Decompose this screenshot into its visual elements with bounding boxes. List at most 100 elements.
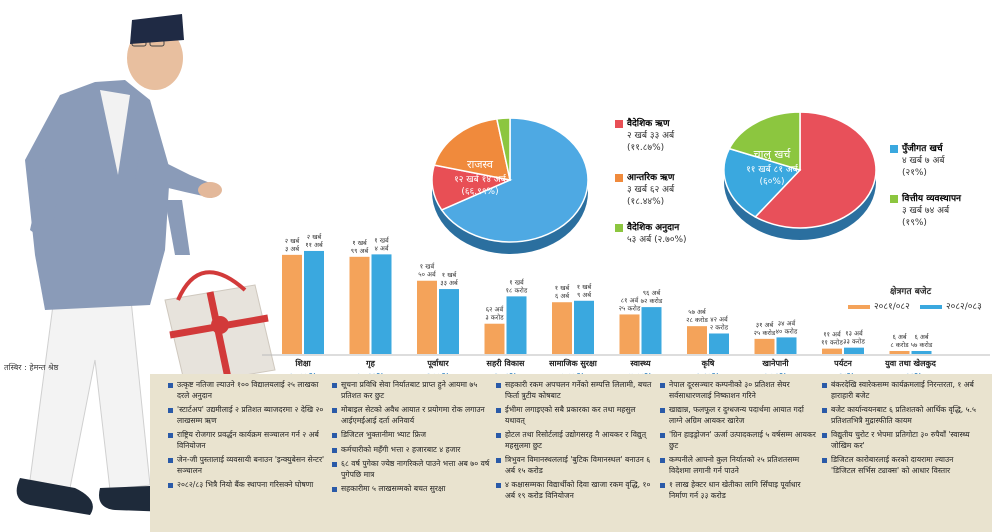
pie2-legend-title: वित्तीय व्यवस्थापन <box>902 194 962 204</box>
bar-value-label: ९ अर्ब <box>577 291 592 299</box>
pie2-legend-item: वित्तीय व्यवस्थापन ३ खर्ब ७४ अर्ब (१९%) <box>890 193 962 229</box>
highlight-column: बंकरदेखि स्वारेकसम्म कार्यक्रमलाई निरन्त… <box>822 380 980 480</box>
highlight-column: उत्कृष्ट नतिजा ल्याउने १०० विद्यालयलाई २… <box>168 380 326 495</box>
highlight-item: १ लाख हेक्टर धान खेतीका लागि सिँचाइ पूर्… <box>660 480 818 501</box>
category-label: युवा तथा खेलकुद <box>884 358 937 369</box>
bar <box>349 256 370 354</box>
bar <box>709 333 729 354</box>
pie2-legend-pct: (२१%) <box>902 168 927 178</box>
legend-swatch <box>890 145 898 153</box>
bar-value-label: १ खर्ब <box>509 278 524 286</box>
pie1-legend-value: ५३ अर्ब (२.७०%) <box>627 235 687 245</box>
highlight-item: सहकारीमा ५ लाखसम्मको बचत सुरक्षा <box>332 484 490 495</box>
category-label: शिक्षा <box>294 358 311 368</box>
legend-swatch <box>615 224 623 232</box>
bar-value-label: ३४ अर्ब <box>778 319 797 327</box>
pie1-legend-title: वैदेशिक अनुदान <box>627 223 680 233</box>
bar-value-label: ४० करोड <box>776 327 798 335</box>
bar-legend-curr: २०८२/०८३ <box>920 299 982 312</box>
pie-center-pct: (६०%) <box>760 177 785 187</box>
pie-center-pct: (६६.९९%) <box>461 187 498 197</box>
bar-value-label: ३३ अर्ब <box>440 279 459 287</box>
category-label: पूर्वाधार <box>426 358 449 369</box>
bar-value-label: २५ करोड <box>754 329 776 337</box>
highlight-item: २०८२/८३ भित्रै नियो बैंक स्थापना गरिसक्न… <box>168 480 326 491</box>
legend-swatch <box>615 120 623 128</box>
highlight-list: सूचना प्रविधि सेवा निर्यातबाट प्राप्त हु… <box>332 380 490 495</box>
highlight-item: डिजिटल भुक्तानीमा भ्याट फ्रिज <box>332 430 490 441</box>
pie-center-value: १२ खर्ब १४ अर्ब <box>454 173 507 185</box>
pie2-legend-value: ३ खर्ब ७४ अर्ब <box>902 206 950 216</box>
highlight-item: त्रिभुवन विमानस्थललाई 'बुटिक विमानस्थल' … <box>496 455 654 476</box>
highlights-panel <box>150 374 992 532</box>
pie1-legend-value: २ खर्ब ३३ अर्ब <box>627 131 675 141</box>
bar <box>282 254 302 354</box>
bar-value-label: ५७ अर्ब <box>688 308 707 316</box>
pie1-legend-pct: (११.८७%) <box>627 143 665 153</box>
highlight-column: नेपाल दूरसञ्चार कम्पनीको ३० प्रतिशत सेयर… <box>660 380 818 505</box>
sector-budget-bar-chart: २ खर्ब३ अर्ब२ खर्ब११ अर्बशिक्षा१०.७७%१ ख… <box>262 233 990 381</box>
bar <box>417 280 437 354</box>
bar-value-label: ३ अर्ब <box>285 245 300 253</box>
photo-credit: तस्बिर : हेमन्त श्रेष्ठ <box>4 363 59 372</box>
highlight-item: ईभीमा लगाइएको सबै प्रकारका कर तथा महसुल … <box>496 405 654 426</box>
pie2-legend-title: पुँजीगत खर्च <box>902 144 943 154</box>
category-label: खानेपानी <box>761 358 789 368</box>
bar <box>439 289 459 354</box>
bar-value-label: ४२ अर्ब <box>710 315 729 323</box>
bar <box>911 351 932 354</box>
bar-value-label: ८१ अर्ब <box>621 296 640 304</box>
legend-swatch-curr <box>920 304 942 309</box>
pie1-legend-item: आन्तरिक ऋण ३ खर्ब ६२ अर्ब (१८.४४%) <box>615 172 674 208</box>
pie-slice <box>440 117 589 243</box>
bar <box>889 351 910 354</box>
pie-center-value: ११ खर्ब ८१ अर्ब <box>746 163 799 175</box>
bar <box>754 338 775 354</box>
bar-value-label: २८ करोड <box>686 316 708 324</box>
bar <box>844 347 864 354</box>
highlight-list: उत्कृष्ट नतिजा ल्याउने १०० विद्यालयलाई २… <box>168 380 326 491</box>
category-label: पर्यटन <box>833 358 852 368</box>
bar <box>304 250 324 354</box>
highlight-item: बंकरदेखि स्वारेकसम्म कार्यक्रमलाई निरन्त… <box>822 380 980 401</box>
bar-value-label: १ खर्ब <box>352 239 367 247</box>
highlight-list: नेपाल दूरसञ्चार कम्पनीको ३० प्रतिशत सेयर… <box>660 380 818 501</box>
highlight-item: सहकारी रकम अपचलन गर्नेको सम्पत्ति लिलामी… <box>496 380 654 401</box>
bar <box>776 337 797 354</box>
bar-value-label: ५० अर्ब <box>418 271 437 279</box>
highlight-item: डिजिटल कारोबारलाई करको दायरामा ल्याउन 'ड… <box>822 455 980 476</box>
legend-swatch <box>615 174 623 182</box>
bar <box>371 254 392 354</box>
pie1-legend-item: वैदेशिक अनुदान ५३ अर्ब (२.७०%) <box>615 222 687 246</box>
bar-value-label: ३१ अर्ब <box>756 321 775 329</box>
highlight-item: जेन-जी पुस्तालाई व्यवसायी बनाउन 'इन्क्यु… <box>168 455 326 476</box>
bar-value-label: ३३ करोड <box>843 338 865 346</box>
category-label: स्वास्थ्य <box>629 359 651 368</box>
highlight-item: सूचना प्रविधि सेवा निर्यातबाट प्राप्त हु… <box>332 380 490 401</box>
pie-center-label: चालु खर्च <box>754 148 792 161</box>
highlight-item: ४ कक्षासम्मका विद्यार्थीको दिवा खाजा रकम… <box>496 480 654 501</box>
legend-swatch-prev <box>848 304 870 309</box>
pie-slice <box>495 117 511 181</box>
category-label: सामाजिक सुरक्षा <box>548 358 598 369</box>
bar-value-label: १ खर्ब <box>374 236 389 244</box>
highlight-item: उत्कृष्ट नतिजा ल्याउने १०० विद्यालयलाई २… <box>168 380 326 401</box>
bar <box>552 302 572 354</box>
highlight-list: बंकरदेखि स्वारेकसम्म कार्यक्रमलाई निरन्त… <box>822 380 980 476</box>
bar-value-label: १ खर्ब <box>555 284 570 292</box>
bar-value-label: १ खर्ब <box>442 271 457 279</box>
pie1-legend-title: वैदेशिक ऋण <box>627 119 670 129</box>
pie2-legend-pct: (१९%) <box>902 218 927 228</box>
highlight-item: 'स्टार्टअप' उद्यमीलाई २ प्रतिशत ब्याजदरम… <box>168 405 326 426</box>
highlight-item: बजेट कार्यान्वयनबाट ६ प्रतिशतको आर्थिक व… <box>822 405 980 426</box>
bar-value-label: ११ अर्ब <box>305 241 324 249</box>
bar-value-label: ६ अर्ब <box>914 333 929 341</box>
bar <box>822 348 842 354</box>
bar <box>687 326 707 354</box>
pie-charts: राजस्व १२ खर्ब १४ अर्ब (६६.९९%) चालु खर्च ११… <box>431 111 877 254</box>
pie1-legend-item: वैदेशिक ऋण २ खर्ब ३३ अर्ब (११.८७%) <box>615 118 675 154</box>
bar-value-label: ६ अर्ब <box>892 333 907 341</box>
highlight-column: सूचना प्रविधि सेवा निर्यातबाट प्राप्त हु… <box>332 380 490 499</box>
bar-value-label: ११ करोड <box>821 339 843 347</box>
